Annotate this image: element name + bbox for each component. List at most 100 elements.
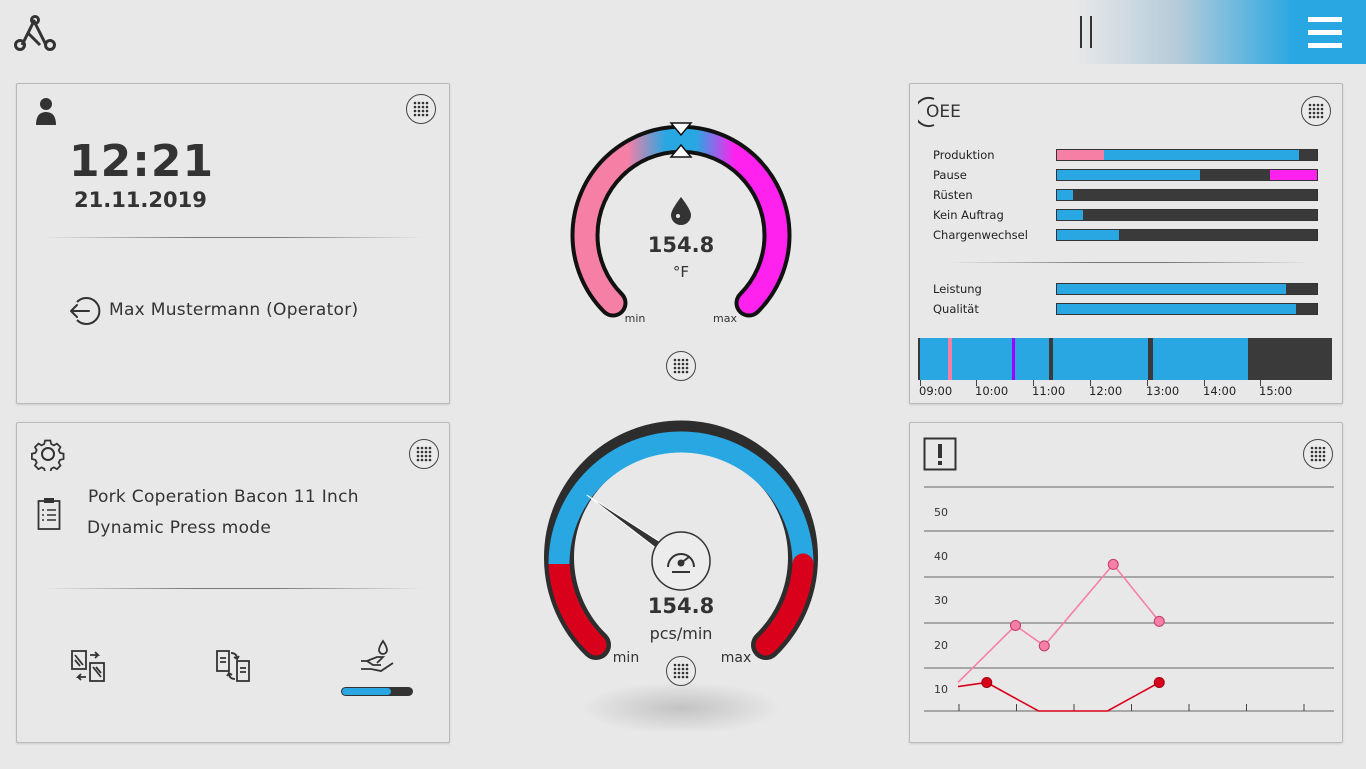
oee-segment <box>1270 170 1317 180</box>
data-point <box>1153 676 1165 688</box>
oil-level-bar <box>341 687 413 696</box>
hamburger-menu-icon[interactable] <box>1308 17 1342 49</box>
oee-segment <box>1057 210 1083 220</box>
y-tick-label: 30 <box>934 594 948 607</box>
kpi-bar <box>1056 303 1318 315</box>
current-time: 12:21 <box>69 136 215 187</box>
oee-segment <box>1057 190 1073 200</box>
timeline-tick <box>976 380 977 386</box>
current-date: 21.11.2019 <box>74 188 207 212</box>
timeline-label: 09:00 <box>919 384 953 398</box>
timeline-tick <box>1033 380 1034 386</box>
clipboard-list-icon <box>37 497 61 535</box>
timeline-segment <box>948 338 952 380</box>
oee-row-bar <box>1056 229 1318 241</box>
kpi-label: Qualität <box>933 302 979 316</box>
temperature-min-label: min <box>624 312 646 325</box>
timeline-tick <box>1147 380 1148 386</box>
data-point <box>1107 558 1119 570</box>
timeline-label: 13:00 <box>1146 384 1180 398</box>
oee-segment <box>1057 230 1120 240</box>
timeline-segment <box>920 338 948 380</box>
divider <box>950 262 1310 263</box>
oee-title: OEE <box>926 102 961 122</box>
logo-triangle-icon[interactable] <box>14 15 58 55</box>
user-panel: 12:21 21.11.2019 Max Mustermann (Operato… <box>16 83 450 404</box>
oee-row-label: Pause <box>933 168 967 182</box>
series-line <box>957 681 1160 712</box>
oee-segment <box>1057 170 1200 180</box>
product-panel: Pork Coperation Bacon 11 Inch Dynamic Pr… <box>16 422 450 743</box>
timeline-segment <box>952 338 1012 380</box>
alarm-panel: 10 20 30 40 50 <box>909 422 1343 743</box>
timeline-label: 10:00 <box>975 384 1009 398</box>
oee-row-bar <box>1056 169 1318 181</box>
kpi-fill <box>1057 304 1297 314</box>
product-mode: Dynamic Press mode <box>87 518 272 538</box>
oee-row-label: Chargenwechsel <box>933 228 1028 242</box>
timeline-segment <box>1053 338 1148 380</box>
y-tick-label: 20 <box>934 639 948 652</box>
timeline-tick <box>1090 380 1091 386</box>
user-panel-menu-button[interactable] <box>406 94 436 124</box>
alarm-panel-menu-button[interactable] <box>1303 439 1333 469</box>
speed-menu-button[interactable] <box>666 656 696 686</box>
oil-level-fill <box>342 688 391 695</box>
top-bar <box>0 0 1366 66</box>
temperature-unit: °F <box>672 263 690 281</box>
product-panel-menu-button[interactable] <box>409 439 439 469</box>
timeline-segment <box>1012 338 1015 380</box>
oee-segment <box>1057 150 1104 160</box>
temperature-max-label: max <box>713 312 737 325</box>
temperature-gauge: 154.8 °F min max <box>565 118 797 333</box>
speed-min-label: min <box>612 650 640 666</box>
kpi-bar <box>1056 283 1318 295</box>
speed-value: 154.8 <box>647 594 715 618</box>
oee-row-label: Rüsten <box>933 188 973 202</box>
swap-tool-left-icon[interactable] <box>70 649 106 687</box>
timeline-tick <box>1204 380 1205 386</box>
temperature-value: 154.8 <box>647 233 715 257</box>
pause-icon[interactable] <box>1078 16 1098 50</box>
timeline-segment <box>1153 338 1248 380</box>
operator-name: Max Mustermann (Operator) <box>109 300 359 320</box>
product-name: Pork Coperation Bacon 11 Inch <box>88 487 359 507</box>
oee-row-bar <box>1056 149 1318 161</box>
logout-icon[interactable] <box>67 294 101 332</box>
timeline-segment <box>1015 338 1049 380</box>
data-point <box>1038 640 1050 652</box>
gear-icon[interactable] <box>31 437 65 475</box>
oee-panel-menu-button[interactable] <box>1301 96 1331 126</box>
timeline-label: 15:00 <box>1259 384 1293 398</box>
oee-row-bar <box>1056 209 1318 221</box>
timeline-label: 12:00 <box>1089 384 1123 398</box>
data-point <box>1010 619 1021 631</box>
y-tick-label: 10 <box>934 683 948 696</box>
timeline-label: 14:00 <box>1203 384 1237 398</box>
hand-oil-icon[interactable] <box>359 639 395 679</box>
oee-row-label: Produktion <box>933 148 995 162</box>
oee-row-bar <box>1056 189 1318 201</box>
oee-row-label: Kein Auftrag <box>933 208 1004 222</box>
timeline-tick <box>920 380 921 386</box>
data-point <box>981 676 993 688</box>
alarm-line-chart: 10 20 30 40 50 <box>924 486 1334 712</box>
data-point <box>1153 615 1165 627</box>
alert-icon[interactable] <box>923 437 957 475</box>
y-tick-label: 40 <box>934 550 948 563</box>
kpi-fill <box>1057 284 1286 294</box>
speed-unit: pcs/min <box>649 624 713 643</box>
kpi-label: Leistung <box>933 282 982 296</box>
divider <box>43 237 423 238</box>
speed-max-label: max <box>720 650 752 666</box>
oee-timeline <box>918 338 1332 380</box>
speedometer-icon <box>664 545 698 581</box>
user-icon <box>35 96 57 130</box>
temperature-menu-button[interactable] <box>666 351 696 381</box>
divider <box>43 588 423 589</box>
oee-segment <box>1103 150 1299 160</box>
y-tick-label: 50 <box>934 506 948 519</box>
drop-icon <box>669 196 693 230</box>
speed-gauge: 154.8 pcs/min min max <box>540 418 822 748</box>
swap-tool-right-icon[interactable] <box>215 649 251 687</box>
